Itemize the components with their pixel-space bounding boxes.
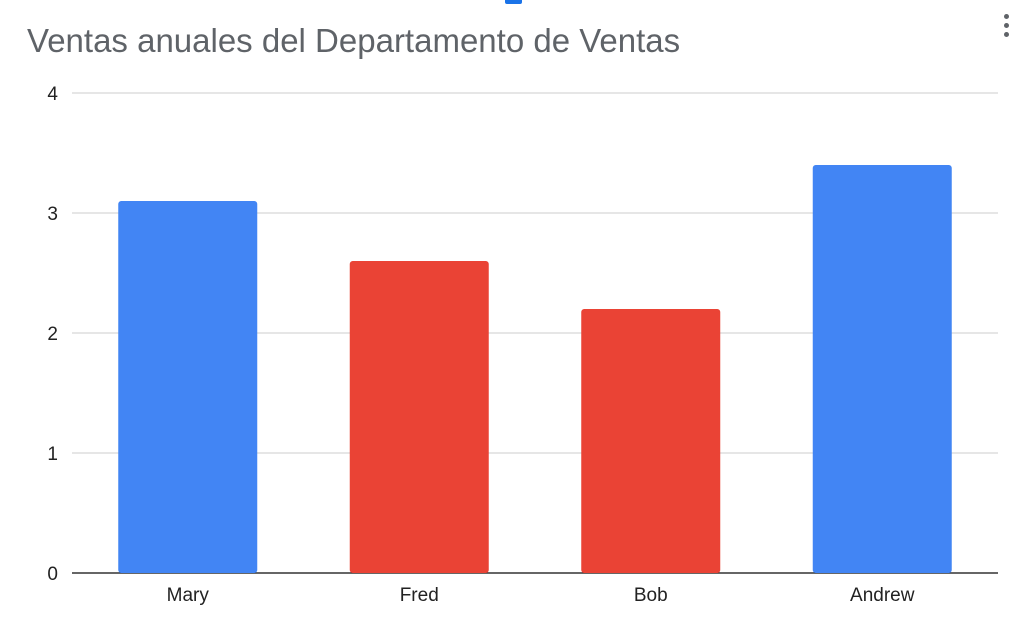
y-axis-ticks: 0 1 2 3 4 [47, 84, 58, 585]
x-axis-ticks: Mary Fred Bob Andrew [167, 585, 915, 606]
x-tick-label: Andrew [850, 585, 915, 606]
y-tick-label: 1 [47, 444, 58, 465]
more-options-button[interactable] [996, 8, 1016, 42]
x-tick-label: Bob [634, 585, 668, 606]
x-tick-label: Fred [400, 585, 439, 606]
bar-andrew[interactable] [812, 165, 952, 573]
bars [118, 165, 952, 573]
y-tick-label: 4 [47, 84, 58, 105]
y-tick-label: 3 [47, 204, 58, 225]
x-tick-label: Mary [167, 585, 210, 606]
top-accent-bar [505, 0, 522, 4]
more-vert-icon [1003, 13, 1009, 19]
more-vert-icon-dot [1003, 22, 1009, 28]
bar-bob[interactable] [581, 309, 721, 573]
chart-title: Ventas anuales del Departamento de Venta… [27, 22, 681, 59]
y-tick-label: 2 [47, 324, 58, 345]
more-vert-icon-dot [1003, 31, 1009, 37]
bar-fred[interactable] [349, 261, 489, 573]
y-tick-label: 0 [47, 564, 58, 585]
bar-mary[interactable] [118, 201, 258, 573]
